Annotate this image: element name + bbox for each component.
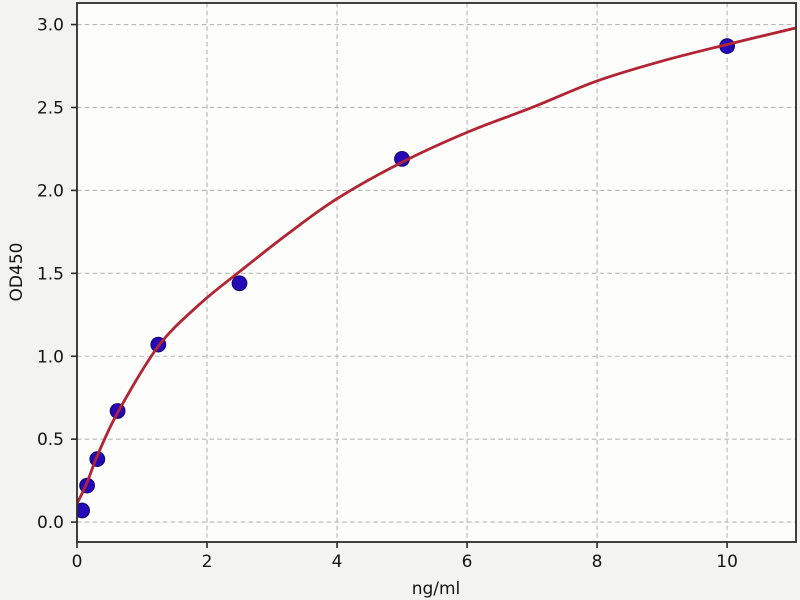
x-axis-label: ng/ml <box>412 579 461 599</box>
x-tick-label: 8 <box>592 552 603 572</box>
y-tick-label: 1.5 <box>37 264 64 284</box>
y-tick-label: 1.0 <box>37 347 64 367</box>
y-tick-label: 3.0 <box>37 16 64 36</box>
y-tick-label: 0.0 <box>37 513 64 533</box>
y-tick-label: 2.5 <box>37 98 64 118</box>
plot-area <box>77 3 796 542</box>
x-tick-label: 4 <box>332 552 343 572</box>
x-tick-label: 10 <box>716 552 738 572</box>
axis-tick-labels: 0 2 4 6 8 10 0.0 0.5 1.0 1.5 2.0 2.5 3.0 <box>37 16 738 572</box>
plot-data <box>77 26 796 519</box>
data-point <box>231 275 248 292</box>
fitted-curve <box>77 26 796 506</box>
data-point <box>77 502 90 519</box>
y-axis-label: OD450 <box>7 243 27 302</box>
y-tick-label: 0.5 <box>37 430 64 450</box>
y-tick-label: 2.0 <box>37 181 64 201</box>
plot-border <box>76 2 797 543</box>
x-tick-label: 0 <box>72 552 83 572</box>
x-tick-label: 6 <box>462 552 473 572</box>
gridlines <box>76 3 796 542</box>
axis-ticks <box>71 23 728 548</box>
x-tick-label: 2 <box>202 552 213 572</box>
